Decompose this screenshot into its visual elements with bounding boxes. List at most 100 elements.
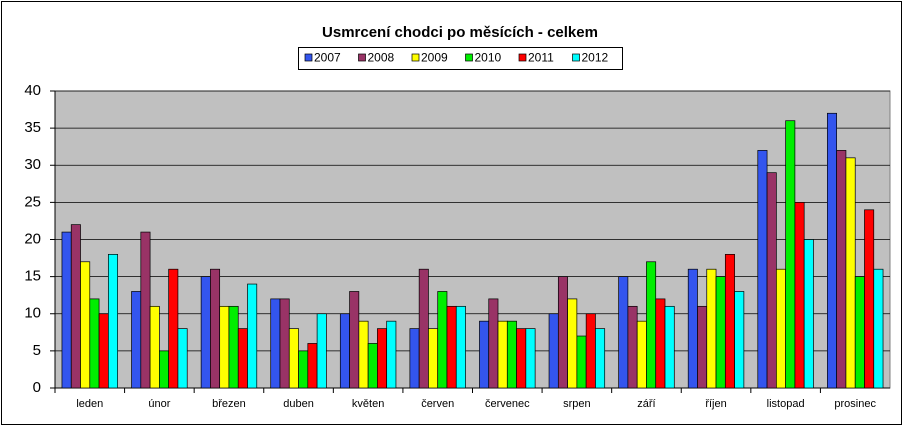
bar: [237, 328, 248, 389]
bar: [864, 209, 875, 389]
x-tick-label: únor: [148, 398, 170, 410]
bar: [697, 305, 708, 389]
x-tick-label: prosinec: [834, 398, 876, 410]
bar: [70, 224, 81, 389]
bar: [618, 276, 629, 389]
bar: [567, 298, 578, 389]
bar: [506, 320, 517, 389]
bar: [785, 120, 796, 389]
legend-label: 2011: [528, 51, 554, 65]
bar: [131, 291, 142, 389]
bar: [298, 350, 309, 389]
bar: [646, 261, 657, 389]
x-tick-label: září: [637, 398, 655, 410]
bar: [89, 298, 100, 389]
bar: [687, 268, 698, 389]
bar: [557, 276, 568, 389]
bar: [516, 328, 527, 389]
bar: [367, 343, 378, 389]
x-tick-label: květen: [352, 398, 384, 410]
y-tick-label: 20: [24, 230, 41, 247]
bar: [827, 112, 838, 389]
bar: [836, 150, 847, 389]
bar: [159, 350, 170, 389]
bar: [595, 328, 606, 389]
bar: [757, 150, 768, 389]
bar: [80, 261, 91, 389]
y-tick-label: 30: [24, 156, 41, 173]
y-tick-label: 5: [33, 342, 41, 359]
bar: [418, 268, 429, 389]
bar: [794, 202, 805, 389]
bar: [288, 328, 299, 389]
legend-label: 2012: [582, 51, 609, 65]
bar: [437, 291, 448, 389]
y-tick-label: 25: [24, 193, 41, 210]
bar: [497, 320, 508, 389]
x-tick-label: březen: [212, 398, 246, 410]
bar: [247, 283, 258, 389]
bar: [177, 328, 188, 389]
legend-swatch: [358, 53, 366, 62]
bar: [525, 328, 536, 389]
bar: [548, 313, 559, 389]
bar: [775, 268, 786, 389]
bar: [715, 276, 726, 389]
y-tick-label: 10: [24, 305, 41, 322]
bar: [627, 305, 638, 389]
bar: [636, 320, 647, 389]
bar: [270, 298, 281, 389]
legend-label: 2008: [368, 51, 395, 65]
bar: [386, 320, 397, 389]
bar: [655, 298, 666, 389]
bar: [228, 305, 239, 389]
bar: [664, 305, 675, 389]
y-tick-label: 40: [24, 82, 41, 99]
bar: [585, 313, 596, 389]
legend-box: [298, 47, 623, 70]
bar: [210, 268, 221, 389]
x-tick-label: listopad: [767, 398, 805, 410]
bar: [316, 313, 327, 389]
legend-label: 2007: [314, 51, 341, 65]
bar: [706, 268, 717, 389]
bar: [873, 268, 884, 389]
bar: [455, 305, 466, 389]
bar: [61, 231, 72, 389]
y-tick-label: 0: [33, 379, 41, 396]
bar: [339, 313, 350, 389]
legend-swatch: [518, 53, 527, 62]
bar: [446, 305, 457, 389]
bar: [845, 157, 856, 389]
bar: [488, 298, 499, 389]
bar: [428, 328, 439, 389]
bar: [98, 313, 109, 389]
bar: [409, 328, 420, 389]
x-tick-label: duben: [283, 398, 314, 410]
x-tick-label: srpen: [563, 398, 591, 410]
bar: [219, 305, 230, 389]
x-tick-label: červenec: [485, 398, 530, 410]
bar: [803, 239, 814, 389]
chart-title: Usmrcení chodci po měsících - celkem: [322, 24, 598, 41]
y-tick-label: 35: [24, 119, 41, 136]
bar: [279, 298, 290, 389]
bar: [358, 320, 369, 389]
legend-swatch: [304, 53, 313, 62]
y-tick-label: 15: [24, 268, 41, 285]
bar: [107, 254, 118, 389]
legend-swatch: [465, 53, 473, 62]
x-tick-label: červen: [421, 398, 454, 410]
bar: [140, 231, 151, 389]
bar: [576, 335, 587, 389]
bar: [479, 320, 490, 389]
bar: [854, 276, 865, 389]
legend-swatch: [572, 53, 580, 62]
bar: [307, 343, 318, 389]
bar: [724, 254, 735, 389]
bar: [377, 328, 388, 389]
bar: [766, 172, 777, 389]
bar: [349, 291, 360, 389]
bar: [734, 291, 745, 389]
